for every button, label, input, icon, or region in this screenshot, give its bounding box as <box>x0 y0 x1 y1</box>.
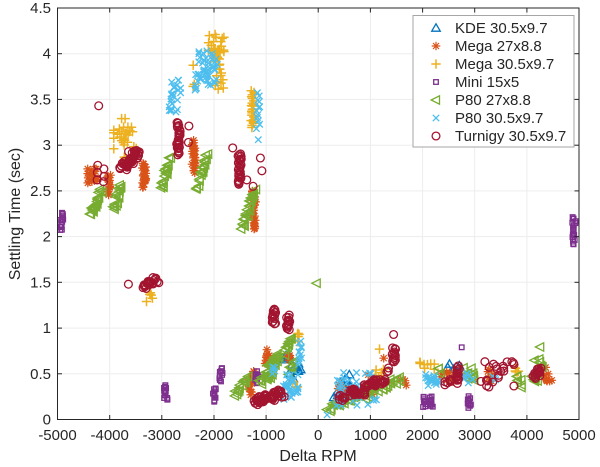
svg-text:Mega 27x8.8: Mega 27x8.8 <box>455 38 542 55</box>
svg-text:-2000: -2000 <box>195 427 233 444</box>
svg-text:-3000: -3000 <box>143 427 181 444</box>
svg-text:0: 0 <box>314 427 322 444</box>
svg-text:2.5: 2.5 <box>30 183 51 200</box>
svg-text:3.5: 3.5 <box>30 91 51 108</box>
svg-text:1000: 1000 <box>354 427 387 444</box>
svg-text:KDE 30.5x9.7: KDE 30.5x9.7 <box>455 20 548 37</box>
svg-text:1: 1 <box>43 320 51 337</box>
svg-text:Mega 30.5x9.7: Mega 30.5x9.7 <box>455 56 554 73</box>
svg-text:-1000: -1000 <box>247 427 285 444</box>
svg-text:P80 27x8.8: P80 27x8.8 <box>455 92 531 109</box>
svg-text:2000: 2000 <box>406 427 439 444</box>
svg-text:0.5: 0.5 <box>30 366 51 383</box>
svg-text:-4000: -4000 <box>91 427 129 444</box>
svg-text:Turnigy 30.5x9.7: Turnigy 30.5x9.7 <box>455 128 566 145</box>
svg-text:3: 3 <box>43 137 51 154</box>
svg-text:5000: 5000 <box>562 427 595 444</box>
svg-text:-5000: -5000 <box>38 427 76 444</box>
svg-text:2: 2 <box>43 229 51 246</box>
svg-text:Mini 15x5: Mini 15x5 <box>455 74 519 91</box>
svg-text:P80 30.5x9.7: P80 30.5x9.7 <box>455 110 543 127</box>
svg-text:3000: 3000 <box>458 427 491 444</box>
svg-text:Settling Time (sec): Settling Time (sec) <box>7 148 24 280</box>
svg-text:4: 4 <box>43 46 51 63</box>
svg-text:0: 0 <box>43 412 51 429</box>
svg-text:1.5: 1.5 <box>30 274 51 291</box>
svg-text:4.5: 4.5 <box>30 0 51 17</box>
svg-text:4000: 4000 <box>510 427 543 444</box>
svg-text:Delta RPM: Delta RPM <box>279 448 356 465</box>
